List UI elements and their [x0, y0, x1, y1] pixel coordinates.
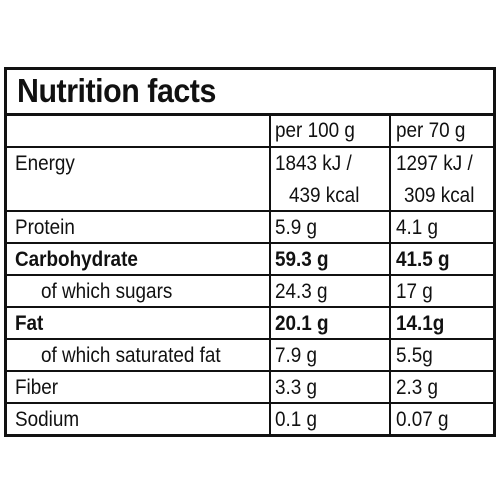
value-per-100g: 7.9 g: [275, 344, 318, 367]
nutrient-row-fat: Fat 20.1 g 14.1g: [7, 306, 493, 340]
nutrient-row-sodium: Sodium 0.1 g 0.07 g: [7, 402, 493, 436]
column-header-per-70g: per 70 g: [396, 119, 466, 142]
panel-title: Nutrition facts: [17, 72, 216, 109]
value-per-70g: 17 g: [396, 280, 433, 303]
nutrient-row-saturated-fat: of which saturated fat 7.9 g 5.5g: [7, 338, 493, 372]
nutrient-name: Fiber: [15, 376, 59, 399]
nutrient-name: Energy: [15, 152, 75, 175]
nutrient-name: Carbohydrate: [15, 248, 138, 271]
value-per-70g: 0.07 g: [396, 408, 449, 431]
value-per-100g-kcal: 439 kcal: [289, 184, 360, 207]
value-per-70g: 2.3 g: [396, 376, 439, 399]
value-per-100g: 0.1 g: [275, 408, 318, 431]
value-per-70g: 14.1g: [396, 312, 445, 335]
nutrition-facts-panel: Nutrition facts per 100 g per 70 g Energ…: [4, 67, 496, 437]
nutrient-row-sugars: of which sugars 24.3 g 17 g: [7, 274, 493, 308]
value-per-100g: 5.9 g: [275, 216, 318, 239]
column-header-row: per 100 g per 70 g: [7, 116, 493, 146]
nutrient-row-fiber: Fiber 3.3 g 2.3 g: [7, 370, 493, 404]
nutrient-name: Sodium: [15, 408, 80, 431]
value-per-100g: 24.3 g: [275, 280, 328, 303]
value-per-100g: 3.3 g: [275, 376, 318, 399]
nutrient-name: of which saturated fat: [41, 344, 221, 367]
value-per-70g: 5.5g: [396, 344, 433, 367]
value-per-70g: 41.5 g: [396, 248, 450, 271]
value-per-70g: 4.1 g: [396, 216, 439, 239]
title-divider: [7, 113, 493, 116]
nutrient-name: Fat: [15, 312, 44, 335]
value-per-70g: 1297 kJ /: [396, 152, 473, 175]
nutrient-name: Protein: [15, 216, 75, 239]
column-header-per-100g: per 100 g: [275, 119, 355, 142]
nutrient-row-energy: Energy 1843 kJ / 439 kcal 1297 kJ / 309 …: [7, 146, 493, 212]
nutrient-row-protein: Protein 5.9 g 4.1 g: [7, 210, 493, 244]
value-per-70g-kcal: 309 kcal: [404, 184, 475, 207]
nutrient-row-carbohydrate: Carbohydrate 59.3 g 41.5 g: [7, 242, 493, 276]
value-per-100g: 1843 kJ /: [275, 152, 352, 175]
value-per-100g: 20.1 g: [275, 312, 329, 335]
value-per-100g: 59.3 g: [275, 248, 329, 271]
nutrient-name: of which sugars: [41, 280, 173, 303]
